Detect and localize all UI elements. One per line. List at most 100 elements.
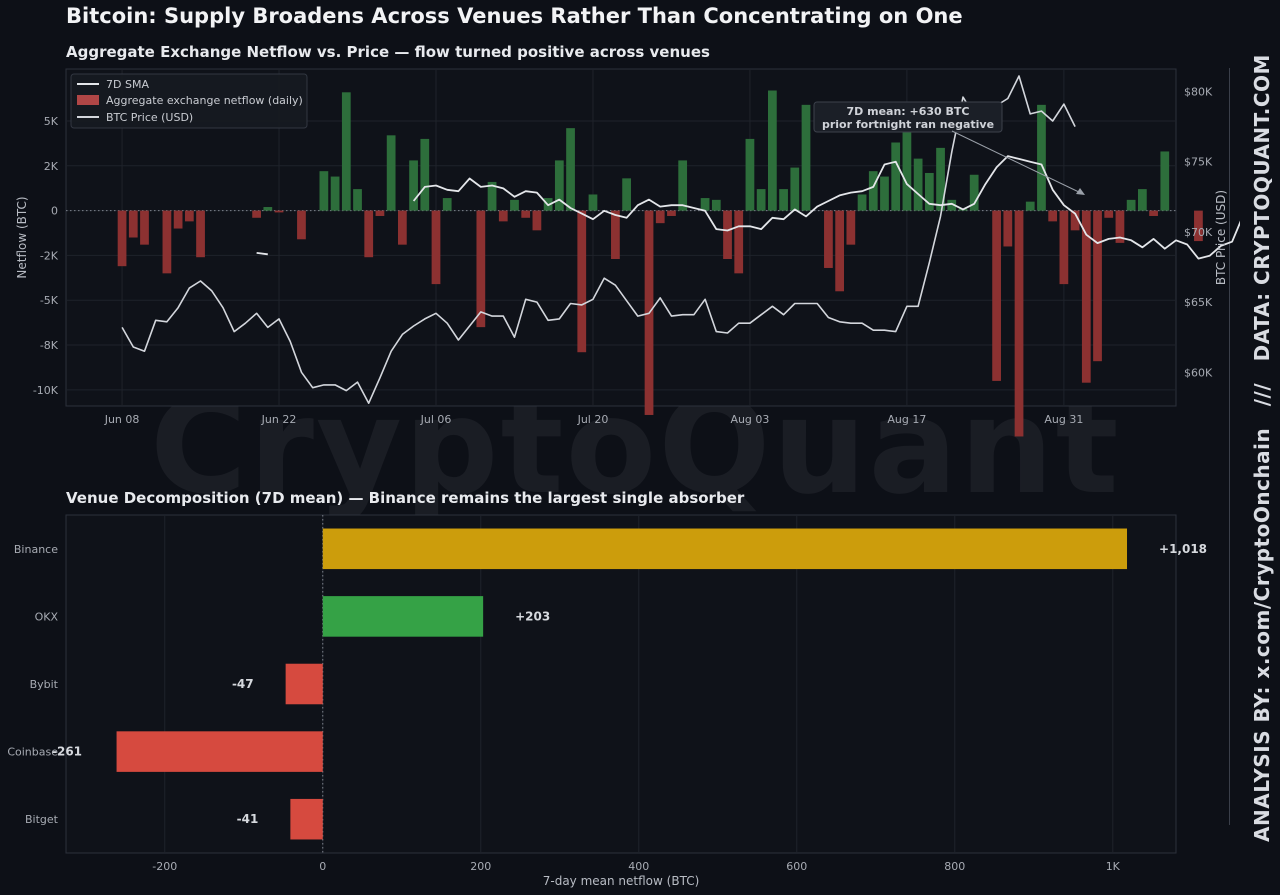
y-tick-label: -5K (40, 294, 59, 307)
netflow-bar-inflow (891, 142, 901, 211)
netflow-bar-inflow (924, 172, 934, 211)
y-tick-label: 5K (44, 115, 59, 128)
netflow-bar-outflow (364, 210, 374, 258)
netflow-bar-outflow (476, 210, 486, 328)
netflow-bar-inflow (386, 135, 396, 211)
netflow-bar-inflow (487, 181, 497, 211)
netflow-bar-outflow (1115, 210, 1125, 243)
netflow-bar-inflow (790, 167, 800, 211)
credit-separator: /// (1250, 382, 1274, 407)
netflow-bar-outflow (173, 210, 183, 229)
x-tick-label: 800 (944, 860, 965, 873)
legend-box (70, 73, 308, 129)
netflow-bar-outflow (734, 210, 744, 274)
netflow-bar-inflow (263, 207, 273, 211)
netflow-bar-outflow (1149, 210, 1158, 216)
legend-swatch (77, 95, 99, 105)
annotation-line-2: prior fortnight ran negative (822, 118, 994, 131)
netflow-bar-outflow (521, 210, 531, 218)
netflow-bar-outflow (1003, 210, 1013, 247)
credit-analysis: ANALYSIS BY: x.com/CryptoOnchain (1250, 427, 1274, 842)
netflow-bar-outflow (1081, 210, 1091, 383)
netflow-bar-inflow (936, 147, 945, 211)
x-tick-label: 200 (470, 860, 491, 873)
venue-bar-coinbase (116, 731, 323, 772)
x-tick-label: Aug 03 (730, 413, 769, 426)
netflow-bar-inflow (319, 171, 329, 211)
netflow-bar-inflow (947, 199, 957, 211)
y2-tick-label: $75K (1184, 156, 1213, 169)
netflow-bar-outflow (1059, 210, 1069, 285)
netflow-bar-inflow (353, 189, 362, 211)
annotation-line-1: 7D mean: +630 BTC (847, 105, 970, 118)
x-tick-label: 1K (1106, 860, 1121, 873)
x-axis-label: 7-day mean netflow (BTC) (543, 874, 700, 888)
venue-bar-binance (322, 528, 1128, 570)
netflow-bar-inflow (1037, 104, 1046, 211)
netflow-bar-inflow (857, 194, 867, 211)
netflow-bar-inflow (745, 138, 755, 211)
y-tick-label: -8K (40, 339, 59, 352)
venue-bar-okx (322, 596, 484, 637)
netflow-bar-inflow (409, 160, 418, 211)
netflow-bar-inflow (566, 128, 575, 211)
netflow-bar-outflow (1104, 210, 1114, 218)
netflow-bar-outflow (397, 210, 407, 245)
netflow-bar-outflow (252, 210, 261, 218)
y-axis-label: Netflow (BTC) (15, 196, 29, 278)
netflow-bar-outflow (824, 210, 833, 268)
netflow-bar-outflow (1070, 210, 1080, 231)
netflow-bar-outflow (375, 210, 385, 216)
plot-area (65, 514, 1177, 854)
sma-7d-line (412, 155, 1240, 260)
netflow-bar-inflow (330, 176, 340, 211)
x-tick-label: 600 (786, 860, 807, 873)
netflow-bar-inflow (588, 194, 598, 211)
netflow-bar-outflow (1014, 210, 1024, 437)
netflow-bar-outflow (297, 210, 306, 240)
x-tick-label: Jul 06 (420, 413, 452, 426)
netflow-bar-inflow (711, 199, 721, 211)
netflow-bar-outflow (162, 210, 172, 274)
legend-label: Aggregate exchange netflow (daily) (106, 94, 303, 107)
y2-tick-label: $65K (1184, 296, 1213, 309)
netflow-bar-inflow (1137, 189, 1147, 211)
netflow-bar-inflow (1160, 151, 1170, 211)
category-label: Bybit (30, 678, 59, 691)
netflow-bar-outflow (1194, 210, 1203, 242)
y-tick-label: 2K (44, 160, 59, 173)
netflow-bar-outflow (577, 210, 587, 353)
netflow-bar-outflow (117, 210, 127, 267)
category-label: Coinbase (7, 746, 58, 759)
netflow-price-chart: -10K -8K -5K -2K 0 2K 5K Jun 08 Jun 22 Jul 06 Jul … (15, 68, 1240, 437)
x-tick-label: Aug 31 (1044, 413, 1083, 426)
annotation-box (813, 101, 1003, 133)
netflow-bar-inflow (913, 158, 923, 211)
value-label: +203 (515, 609, 550, 623)
netflow-bar-outflow (532, 210, 542, 231)
credit-divider (1229, 68, 1230, 825)
y-tick-label: 0 (51, 205, 58, 218)
x-tick-label: Jul 20 (577, 413, 609, 426)
price-line (121, 75, 1076, 404)
x-tick-label: Jun 22 (261, 413, 297, 426)
x-tick-label: 0 (319, 860, 326, 873)
x-tick-label: -200 (152, 860, 177, 873)
y-tick-label: -2K (40, 249, 59, 262)
netflow-bar-outflow (835, 210, 845, 292)
netflow-bar-outflow (992, 210, 1001, 381)
venue-bar-bybit (285, 663, 323, 705)
netflow-bar-outflow (1048, 210, 1058, 222)
legend-label: 7D SMA (106, 78, 149, 91)
netflow-bar-outflow (274, 210, 284, 213)
x-tick-label: Jun 08 (104, 413, 140, 426)
netflow-bar-inflow (1025, 201, 1035, 211)
netflow-bar-inflow (969, 174, 979, 211)
netflow-bar-outflow (655, 210, 665, 224)
credit-text: ANALYSIS BY: x.com/CryptoOnchain /// DAT… (1250, 54, 1274, 842)
sma-7d-line (256, 252, 268, 256)
netflow-bar-outflow (667, 210, 676, 216)
netflow-bar-outflow (498, 210, 508, 222)
netflow-bar-inflow (767, 90, 777, 211)
value-label: -261 (52, 745, 82, 759)
